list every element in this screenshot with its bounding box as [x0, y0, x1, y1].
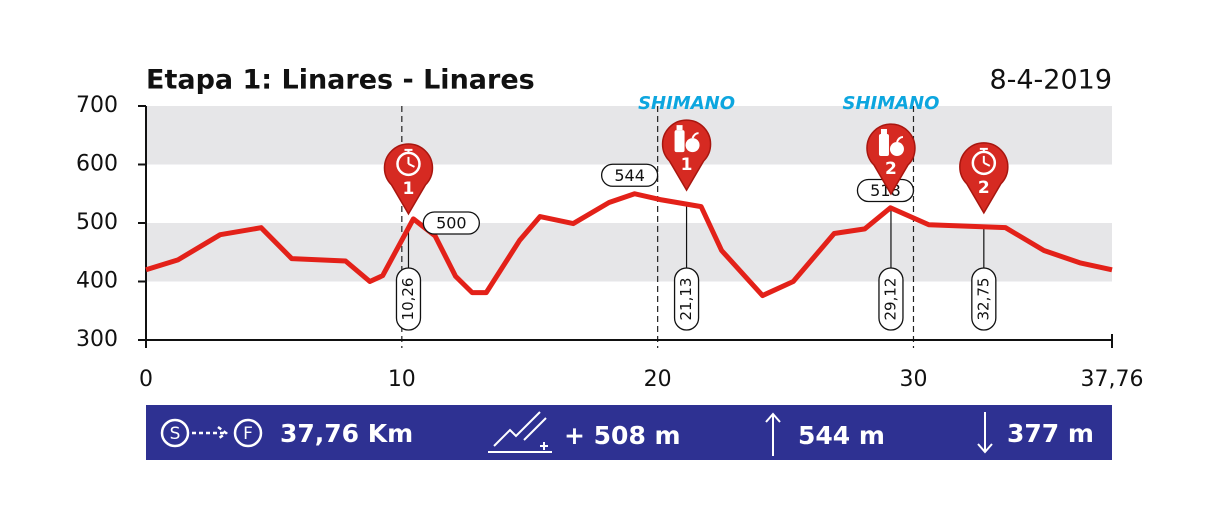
marker-number: 2: [978, 178, 990, 198]
sponsor-logo: SHIMANO: [638, 93, 735, 114]
start-letter: S: [170, 424, 181, 444]
climb-icon: [488, 411, 552, 453]
footer-max: 544 m: [798, 421, 885, 450]
bottle-cap: [676, 125, 683, 131]
apple-icon: [889, 142, 904, 157]
y-tick-label: 300: [76, 327, 118, 352]
timer-hands: [979, 147, 991, 167]
date: 8-4-2019: [989, 65, 1112, 96]
y-tick-label: 600: [76, 152, 118, 177]
bottle-cap: [880, 129, 887, 135]
marker-number: 1: [681, 155, 693, 175]
sponsor-logo: SHIMANO: [842, 93, 939, 114]
finish-letter: F: [243, 424, 253, 444]
footer-min: 377 m: [1007, 419, 1094, 448]
x-tick-label: 20: [644, 367, 672, 392]
footer-start-finish: S F: [160, 418, 263, 448]
x-tick-label: 0: [139, 367, 153, 392]
marker-number: 1: [403, 179, 415, 199]
y-tick-label: 400: [76, 269, 118, 294]
bottle-icon: [878, 134, 889, 157]
grid-band: [146, 223, 1112, 282]
footer-distance: 37,76 Km: [280, 419, 413, 448]
km-box: [971, 267, 997, 331]
km-label: 29,12: [881, 278, 899, 321]
footer-climb: + 508 m: [564, 421, 681, 450]
km-label: 10,26: [399, 278, 417, 321]
elevation-label: 544: [614, 166, 645, 185]
elevation-label: 500: [436, 214, 467, 233]
timer-hands: [404, 148, 415, 168]
elevation-line: [145, 191, 1113, 299]
km-box: [878, 267, 904, 331]
x-tick-label: 10: [388, 367, 416, 392]
km-box: [395, 267, 422, 331]
marker-number: 2: [885, 159, 897, 179]
km-label: 32,75: [974, 278, 992, 321]
x-tick-label: 30: [899, 367, 927, 392]
km-box: [673, 267, 700, 331]
km-label: 21,13: [677, 278, 695, 321]
apple-leaf: [896, 136, 904, 143]
chart-title: Etapa 1: Linares - Linares: [146, 65, 535, 96]
elevation-label-box: [422, 211, 480, 235]
grid-band: [146, 106, 1112, 165]
y-tick-label: 500: [76, 210, 118, 235]
x-tick-label: 37,76: [1081, 367, 1144, 392]
apple-icon: [685, 138, 700, 153]
max-icon: [765, 412, 781, 456]
elevation-label-box: [600, 163, 659, 187]
bottle-icon: [674, 130, 685, 153]
apple-leaf: [691, 132, 699, 139]
footer-bar: [146, 405, 1112, 460]
y-tick-label: 700: [76, 93, 118, 118]
min-icon: [977, 412, 993, 454]
